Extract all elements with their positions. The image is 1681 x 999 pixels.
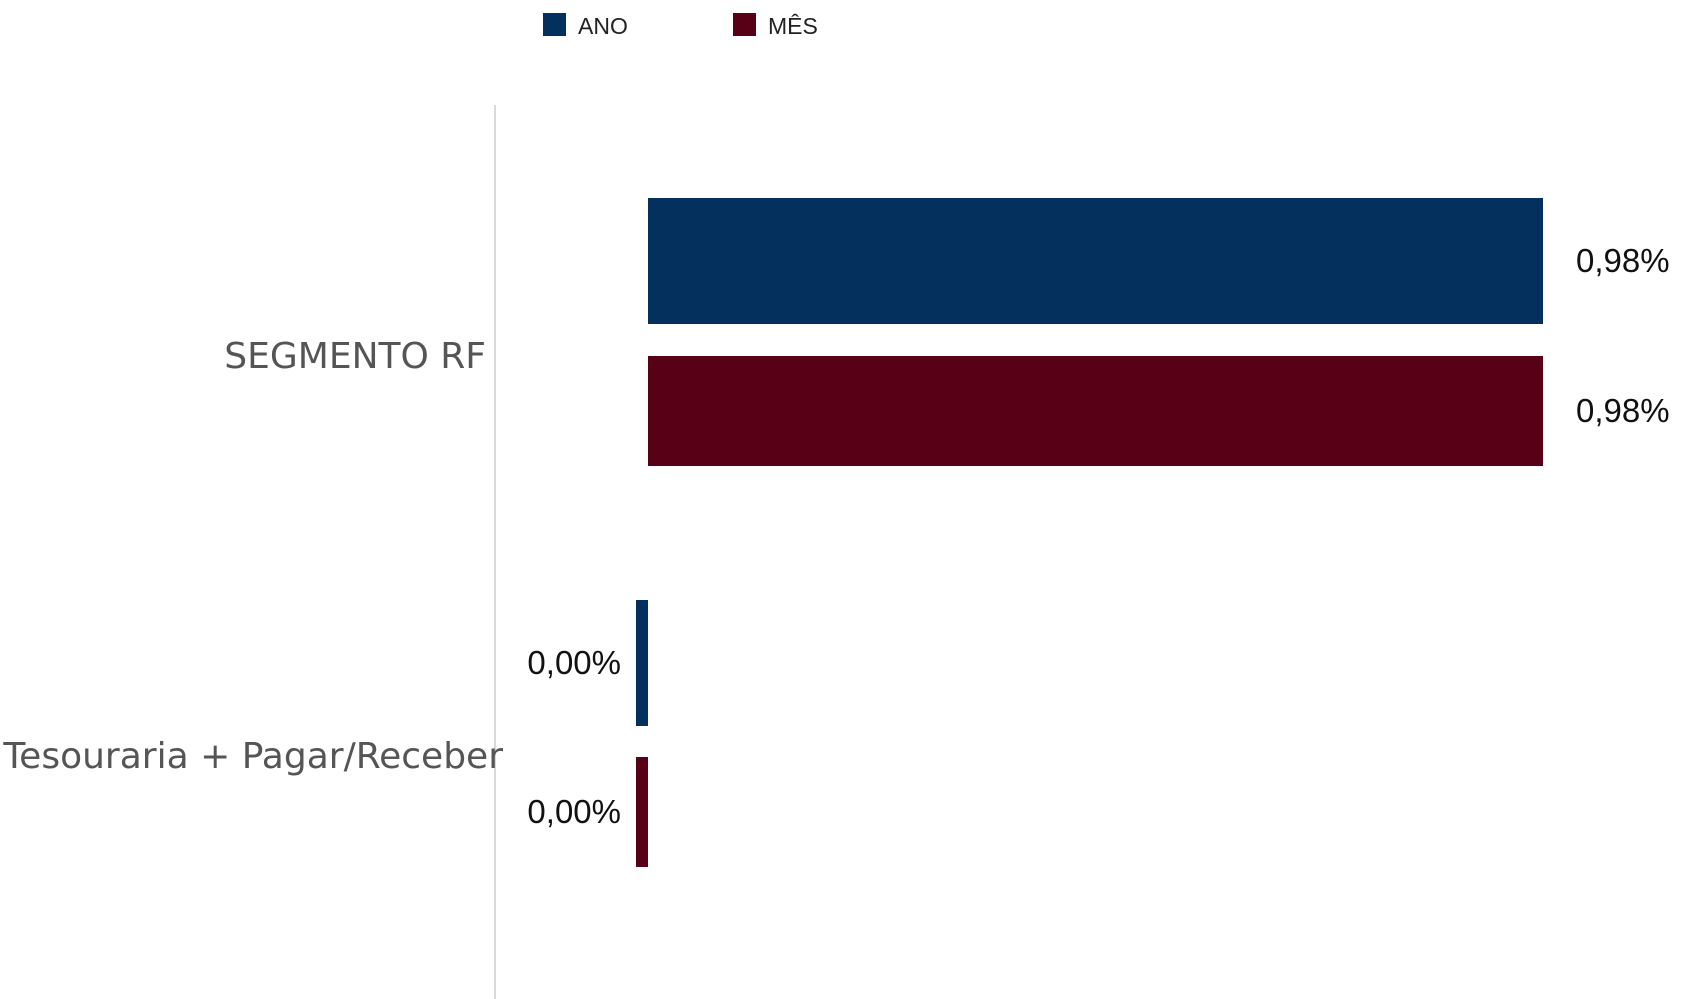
legend-swatch-ano (543, 13, 566, 36)
bar-ano-segmento-rf (648, 198, 1543, 324)
legend: ANO MÊS (543, 13, 818, 39)
legend-label-mes: MÊS (768, 13, 818, 39)
data-label-ano-segmento-rf: 0,98% (1576, 242, 1670, 279)
category-label-segmento-rf: SEGMENTO RF (224, 336, 486, 377)
data-label-mes-tesouraria: 0,00% (527, 793, 621, 830)
bar-mes-segmento-rf (648, 356, 1543, 466)
bar-ano-tesouraria (636, 600, 648, 726)
category-label-tesouraria: Tesouraria + Pagar/Receber (2, 736, 503, 777)
data-label-mes-segmento-rf: 0,98% (1576, 392, 1670, 429)
data-label-ano-tesouraria: 0,00% (527, 644, 621, 681)
legend-swatch-mes (733, 13, 756, 36)
legend-label-ano: ANO (578, 13, 628, 39)
bar-mes-tesouraria (636, 757, 648, 867)
